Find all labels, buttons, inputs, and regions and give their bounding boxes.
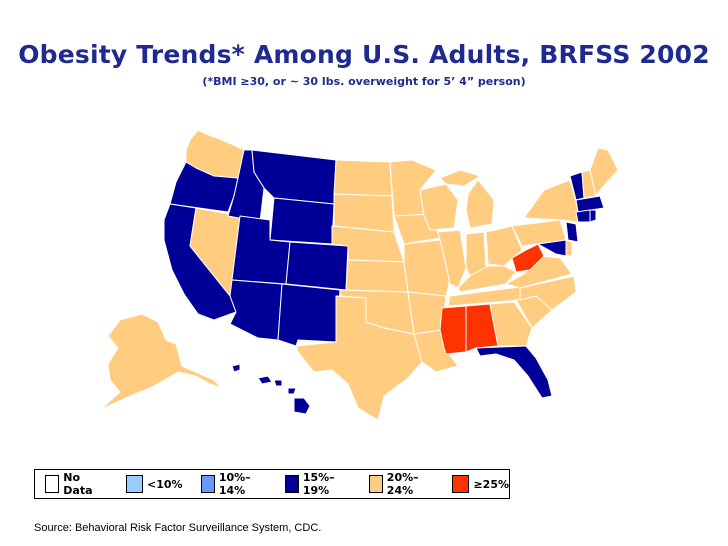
state-ak <box>99 313 223 411</box>
state-hi-islands <box>231 363 297 395</box>
state-nd <box>333 159 393 197</box>
legend-swatch <box>284 475 299 493</box>
source-note: Source: Behavioral Risk Factor Surveilla… <box>34 522 322 534</box>
state-wv <box>511 243 545 273</box>
legend-item-25plus: ≥25% <box>452 475 509 493</box>
legend-label: 15%–19% <box>302 471 335 497</box>
state-fl <box>475 345 553 399</box>
state-me <box>589 147 619 197</box>
state-wy <box>269 197 335 245</box>
legend-item-15-19: 15%–19% <box>284 471 351 497</box>
state-ks <box>345 259 409 293</box>
legend-label: 20%–24% <box>386 471 419 497</box>
legend-item-20-24: 20%–24% <box>368 471 435 497</box>
legend-item-lt10: <10% <box>126 475 183 493</box>
state-va <box>505 255 573 289</box>
state-nj <box>565 221 579 243</box>
page-subtitle: (*BMI ≥30, or ~ 30 lbs. overweight for 5… <box>202 75 526 88</box>
state-sd <box>333 193 395 233</box>
state-mi-upper <box>439 169 481 187</box>
legend-item-no-data: No Data <box>45 471 104 497</box>
legend-swatch <box>452 475 470 493</box>
state-ga <box>489 301 533 347</box>
state-ma <box>575 195 605 213</box>
state-hi-main <box>293 397 311 415</box>
state-al <box>465 303 499 353</box>
state-ri <box>589 209 597 223</box>
legend-swatch <box>45 475 60 493</box>
state-de <box>565 239 573 257</box>
legend-swatch <box>126 475 144 493</box>
state-nc <box>519 275 577 311</box>
state-ms <box>439 305 467 355</box>
page-title: Obesity Trends* Among U.S. Adults, BRFSS… <box>18 40 710 69</box>
legend-swatch <box>200 475 215 493</box>
state-tx <box>295 295 423 421</box>
legend: No Data <10% 10%–14% 15%–19% 20%–24% ≥25… <box>34 469 510 499</box>
legend-label: ≥25% <box>473 477 510 491</box>
legend-swatch <box>368 475 383 493</box>
state-ct <box>575 209 591 223</box>
state-nm <box>277 283 341 347</box>
state-ky <box>457 265 517 293</box>
legend-item-10-14: 10%–14% <box>200 471 267 497</box>
legend-label: <10% <box>147 477 183 491</box>
legend-label: 10%–14% <box>218 471 251 497</box>
state-ny <box>523 179 579 223</box>
state-mi <box>465 179 495 229</box>
state-az <box>229 279 283 341</box>
state-co <box>285 241 349 291</box>
legend-label: No Data <box>63 471 93 497</box>
state-mt <box>251 149 337 205</box>
